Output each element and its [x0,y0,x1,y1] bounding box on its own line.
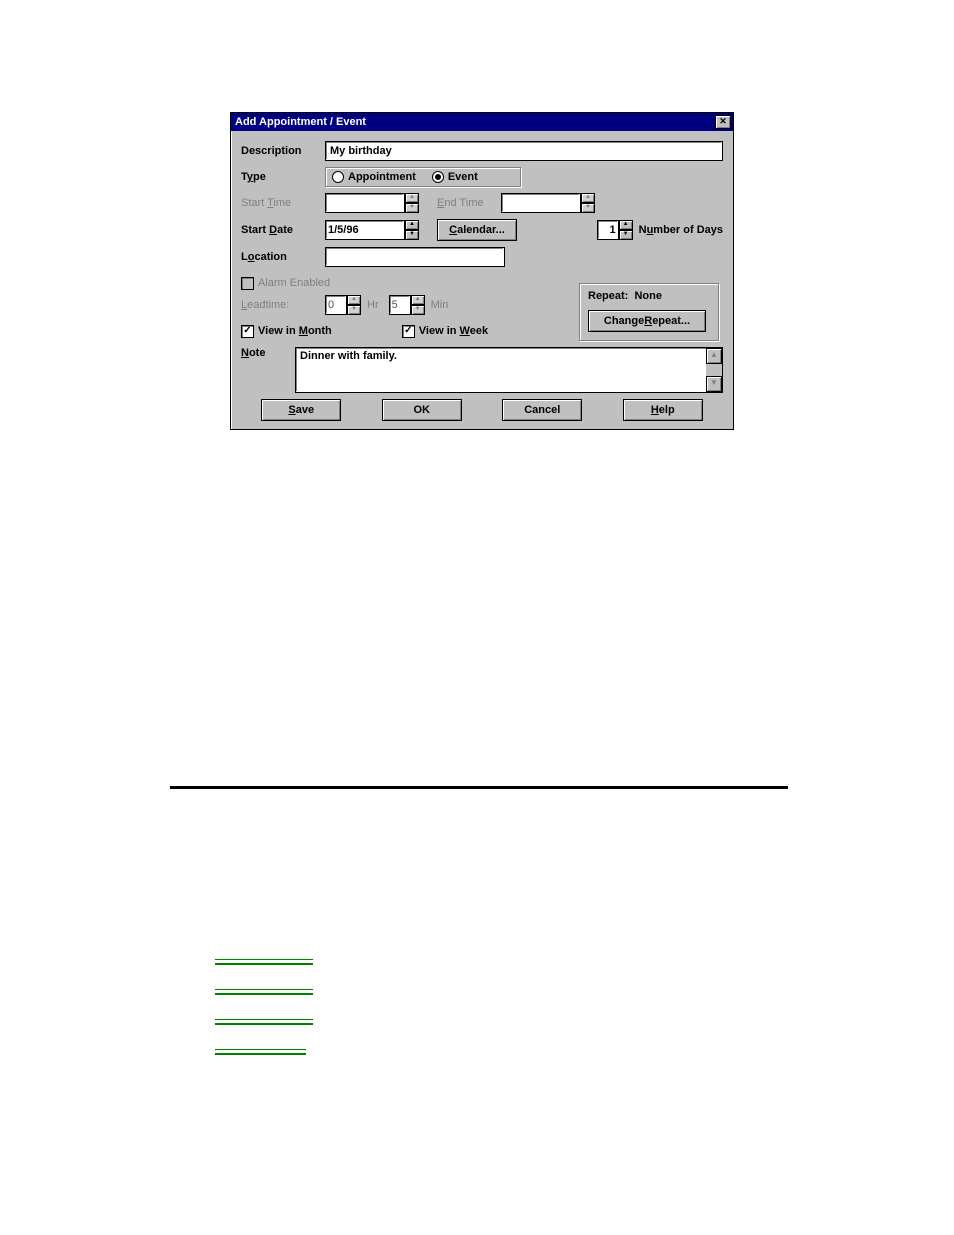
save-button[interactable]: Save [261,399,341,421]
leadtime-label: Leadtime: [241,299,325,311]
help-link-2[interactable]: ______________ [215,977,313,995]
description-input[interactable] [325,141,723,161]
repeat-label: Repeat: None [588,290,710,302]
calendar-button[interactable]: Calendar... [437,219,517,241]
help-link-1[interactable]: ______________ [215,947,313,965]
help-link-3[interactable]: ______________ [215,1007,313,1025]
view-week-checkbox[interactable] [402,325,415,338]
type-event-radio[interactable]: Event [432,171,478,183]
num-days-input[interactable] [597,220,619,240]
num-days-label: Number of Days [639,224,723,236]
start-date-spinner[interactable]: ▲▼ [405,220,419,240]
num-days-spinner[interactable]: ▲▼ [619,220,633,240]
start-time-input [325,193,405,213]
help-button[interactable]: Help [623,399,703,421]
end-time-input [501,193,581,213]
titlebar: Add Appointment / Event ✕ [231,113,733,131]
repeat-group: Repeat: None Change Repeat... [579,283,719,341]
cancel-button[interactable]: Cancel [502,399,582,421]
location-label: Location [241,251,325,263]
note-label: Note [241,347,295,359]
alarm-enabled-label: Alarm Enabled [258,277,330,289]
dialog-title: Add Appointment / Event [235,116,366,128]
start-date-input[interactable] [325,220,405,240]
alarm-enabled-checkbox [241,277,254,290]
min-label: Min [431,299,449,311]
page-divider [170,786,788,789]
start-time-label: Start Time [241,197,325,209]
close-button[interactable]: ✕ [715,115,731,129]
start-date-label: Start Date [241,224,325,236]
leadtime-hr-input [325,295,347,315]
view-week-label: View in Week [419,325,488,337]
view-month-label: View in Month [258,325,332,337]
end-time-spinner: ▲▼ [581,193,595,213]
leadtime-min-spinner: ▲▼ [411,295,425,315]
type-label: Type [241,171,325,183]
end-time-label: End Time [437,197,501,209]
note-scrollbar[interactable]: ▲▼ [706,348,722,392]
leadtime-min-input [389,295,411,315]
hr-label: Hr [367,299,379,311]
help-links: ______________ ______________ __________… [215,940,313,1060]
help-link-4[interactable]: _____________ [215,1037,306,1055]
change-repeat-button[interactable]: Change Repeat... [588,310,706,332]
note-text: Dinner with family. [296,348,706,392]
add-appointment-dialog: Add Appointment / Event ✕ Description Ty… [230,112,734,430]
view-month-checkbox[interactable] [241,325,254,338]
description-label: Description [241,145,325,157]
note-textarea[interactable]: Dinner with family. ▲▼ [295,347,723,393]
leadtime-hr-spinner: ▲▼ [347,295,361,315]
start-time-spinner: ▲▼ [405,193,419,213]
ok-button[interactable]: OK [382,399,462,421]
location-input[interactable] [325,247,505,267]
type-appointment-radio[interactable]: Appointment [332,171,416,183]
